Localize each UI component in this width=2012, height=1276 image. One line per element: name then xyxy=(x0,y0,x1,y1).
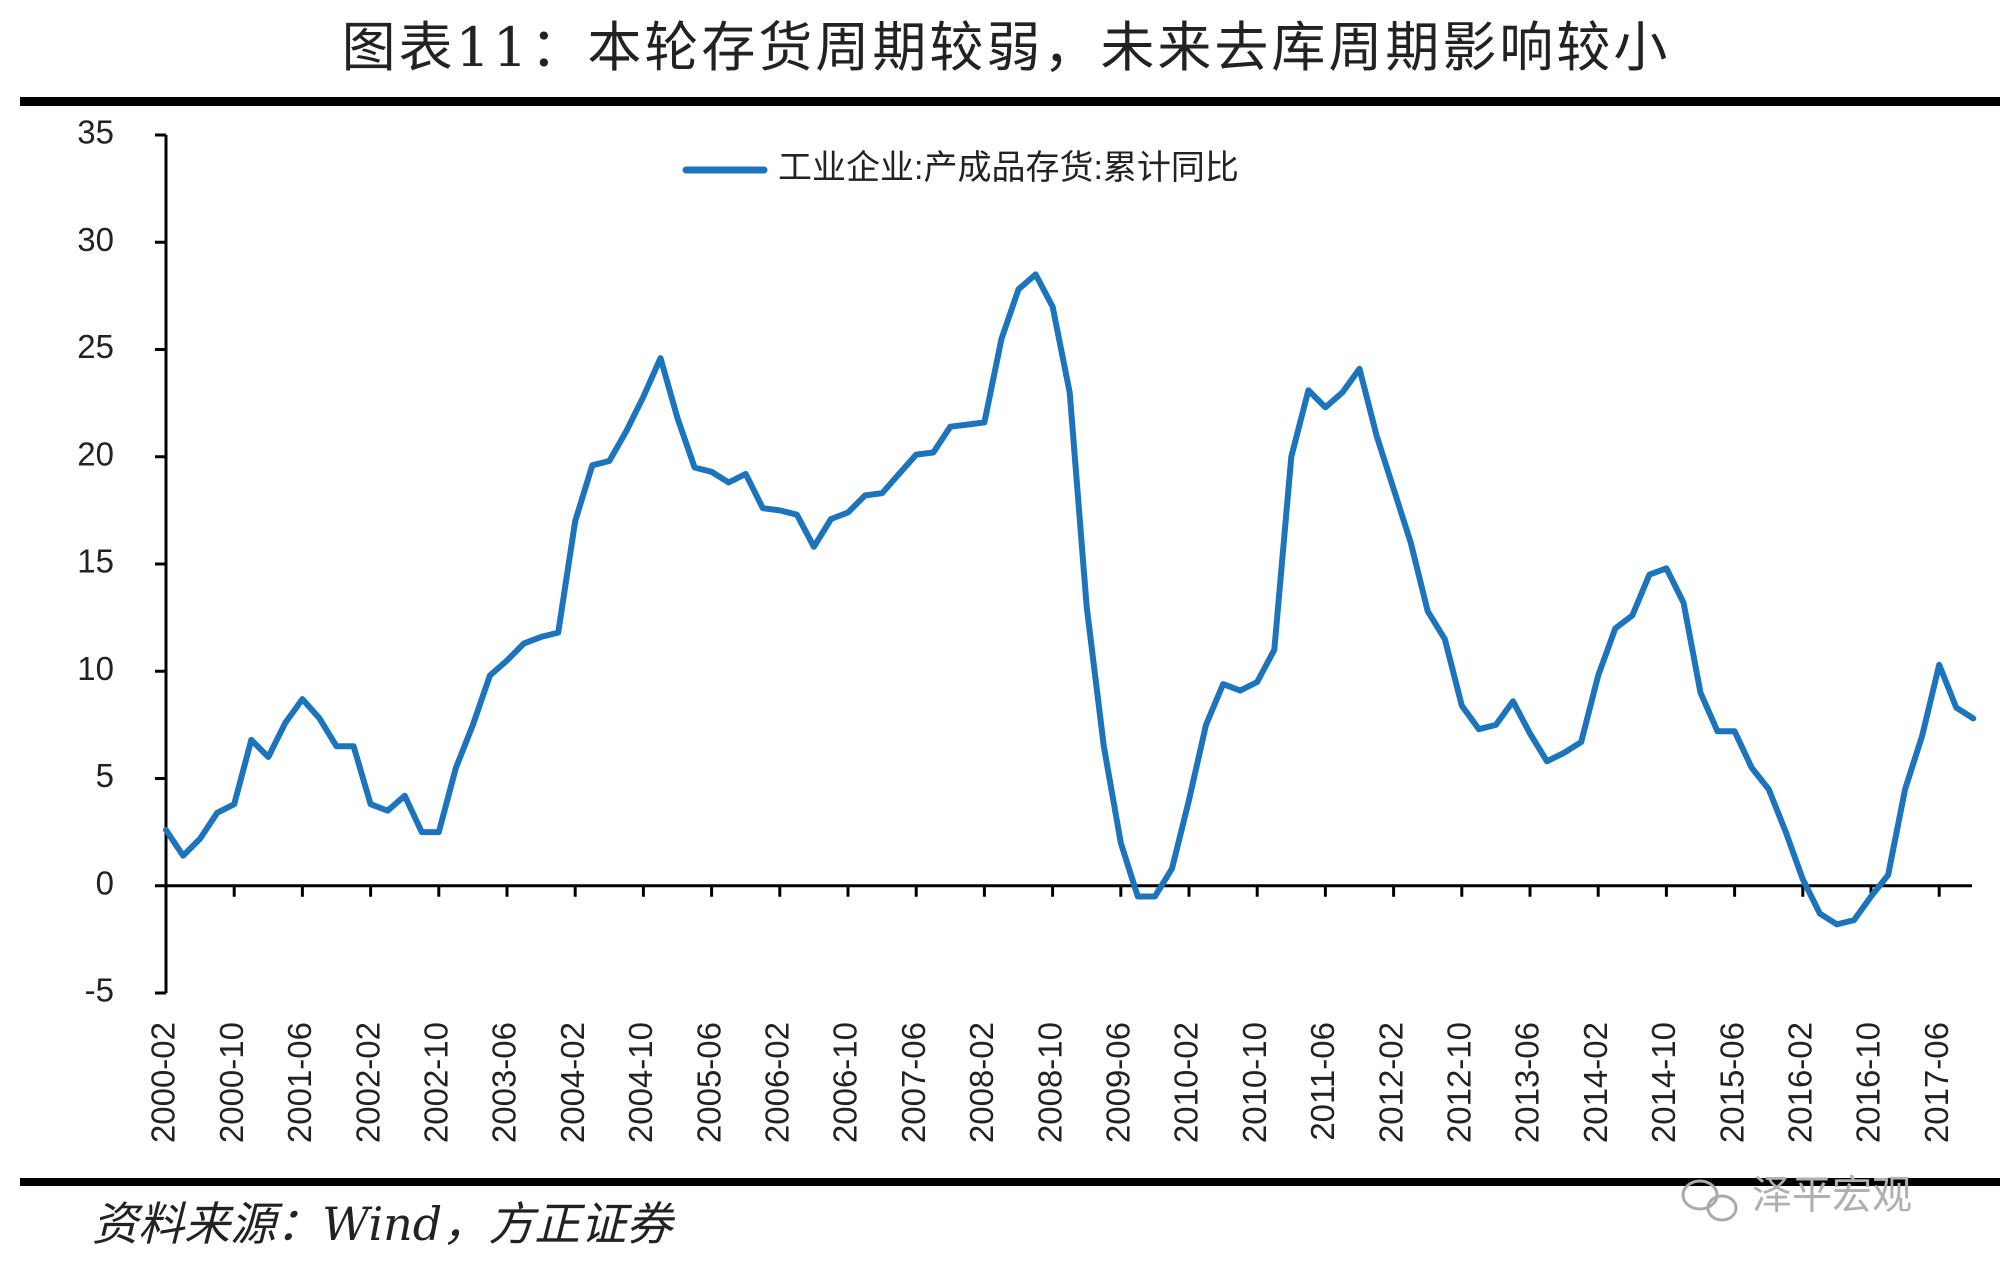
x-tick-label: 2008-02 xyxy=(963,1022,1000,1143)
y-tick-label: 35 xyxy=(77,114,114,151)
top-rule xyxy=(20,97,2000,106)
x-tick-label: 2015-06 xyxy=(1713,1022,1750,1143)
x-tick-label: 2016-10 xyxy=(1850,1022,1887,1143)
x-tick-label: 2003-06 xyxy=(486,1022,523,1143)
x-tick-label: 2000-02 xyxy=(145,1022,182,1143)
series-line xyxy=(163,271,1977,928)
x-tick-label: 2010-02 xyxy=(1168,1022,1205,1143)
y-tick-label: 0 xyxy=(96,864,114,901)
x-tick-label: 2011-06 xyxy=(1304,1022,1341,1141)
chart-title: 图表11：本轮存货周期较弱，未来去库周期影响较小 xyxy=(342,16,1671,79)
x-tick-label: 2012-10 xyxy=(1441,1022,1478,1143)
y-tick-label: 5 xyxy=(96,757,114,794)
x-tick-label: 2006-10 xyxy=(827,1022,864,1143)
x-tick-label: 2013-06 xyxy=(1509,1022,1546,1143)
x-tick-label: 2001-06 xyxy=(281,1022,318,1143)
x-tick-label: 2006-02 xyxy=(759,1022,796,1143)
y-tick-label: -5 xyxy=(85,972,114,1009)
x-tick-label: 2012-02 xyxy=(1372,1022,1409,1143)
x-tick-label: 2008-10 xyxy=(1031,1022,1068,1143)
x-tick-label: 2005-06 xyxy=(690,1022,727,1143)
x-tick-label: 2014-10 xyxy=(1645,1022,1682,1143)
x-tick-label: 2016-02 xyxy=(1782,1022,1819,1143)
x-tick-label: 2007-06 xyxy=(895,1022,932,1143)
y-tick-label: 10 xyxy=(77,650,114,687)
y-tick-label: 20 xyxy=(77,435,114,472)
y-tick-label: 25 xyxy=(77,328,114,365)
x-tick-label: 2009-06 xyxy=(1100,1022,1137,1143)
source-note: 资料来源：Wind，方正证券 xyxy=(92,1197,675,1251)
x-tick-label: 2002-02 xyxy=(349,1022,386,1143)
x-tick-label: 2002-10 xyxy=(418,1022,455,1143)
watermark: 泽平宏观 xyxy=(1752,1174,1912,1218)
x-tick-label: 2010-10 xyxy=(1236,1022,1273,1143)
legend-label: 工业企业:产成品存货:累计同比 xyxy=(778,149,1239,187)
x-tick-label: 2004-02 xyxy=(554,1022,591,1143)
bottom-rule xyxy=(20,1178,2000,1186)
watermark-icon xyxy=(1681,1179,1738,1222)
x-tick-label: 2004-10 xyxy=(622,1022,659,1143)
x-tick-label: 2000-10 xyxy=(213,1022,250,1143)
x-tick-label: 2017-06 xyxy=(1918,1022,1955,1143)
x-tick-label: 2014-02 xyxy=(1577,1022,1614,1143)
y-tick-label: 30 xyxy=(77,221,114,258)
y-tick-label: 15 xyxy=(77,543,114,580)
